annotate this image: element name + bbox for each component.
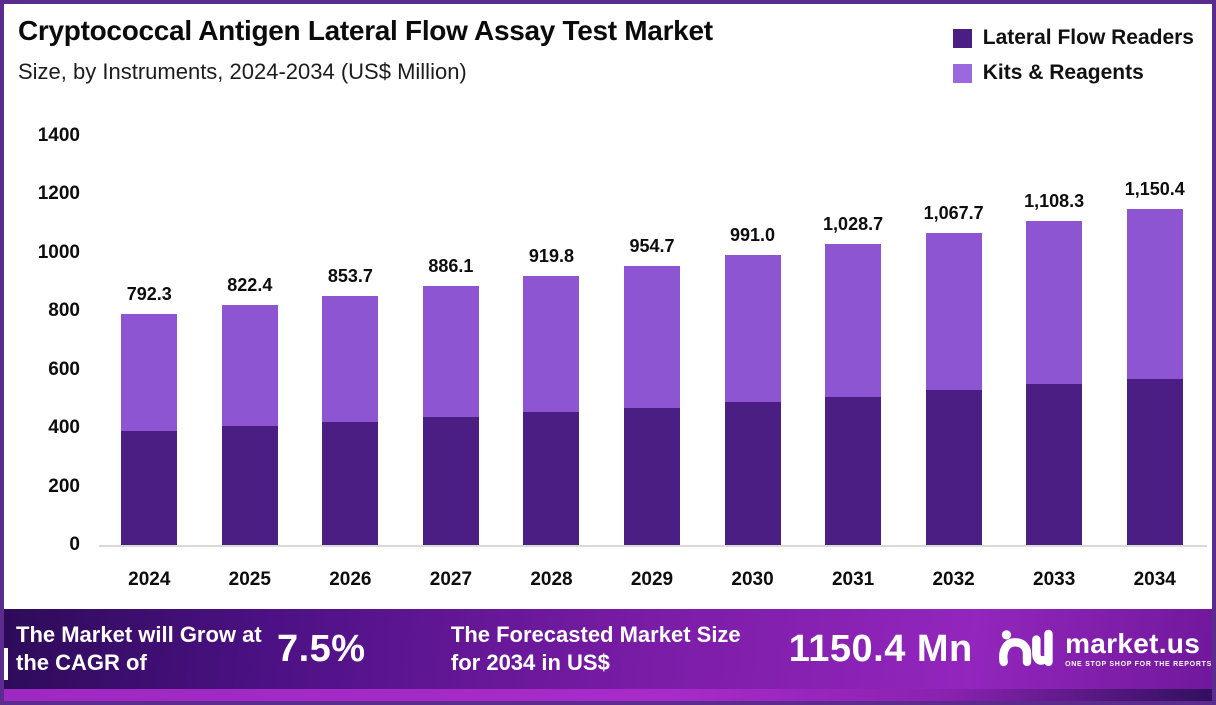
legend-swatch-icon <box>952 28 972 48</box>
x-axis-year-label: 2024 <box>128 569 171 590</box>
y-axis-tick-label: 1200 <box>37 183 80 205</box>
y-axis-tick-label: 400 <box>48 417 80 439</box>
bar-segment-kits-reagents <box>724 255 781 403</box>
bar-segment-lateral-flow-readers <box>825 396 882 545</box>
x-axis-year-label: 2031 <box>831 569 875 590</box>
y-axis-tick-label: 0 <box>69 534 80 555</box>
legend-label: Kits & Reagents <box>982 61 1144 84</box>
bar-segment-lateral-flow-readers <box>221 426 278 545</box>
bar-segment-kits-reagents <box>322 295 379 422</box>
logo-tagline: ONE STOP SHOP FOR THE REPORTS <box>1065 661 1212 668</box>
forecast-value: 1150.4 Mn <box>788 627 973 670</box>
chart-subtitle: Size, by Instruments, 2024-2034 (US$ Mil… <box>18 58 467 84</box>
cagr-value: 7.5% <box>276 627 366 670</box>
bar-segment-lateral-flow-readers <box>322 421 379 545</box>
x-axis-year-label: 2026 <box>329 569 372 590</box>
bar-total-label: 792.3 <box>126 283 172 304</box>
bar-total-label: 1,108.3 <box>1024 191 1085 212</box>
x-axis-year-label: 2027 <box>429 569 473 590</box>
x-axis-year-label: 2028 <box>530 569 573 590</box>
chart-header: Cryptococcal Antigen Lateral Flow Assay … <box>18 15 713 85</box>
x-axis-year-label: 2034 <box>1133 569 1176 590</box>
bar-segment-kits-reagents <box>925 233 982 391</box>
footer-banner: The Market will Grow at the CAGR of 7.5%… <box>4 609 1212 689</box>
left-edge-notch <box>4 648 8 680</box>
x-axis-year-label: 2032 <box>932 569 975 590</box>
legend-label: Lateral Flow Readers <box>982 26 1194 49</box>
legend-swatch-icon <box>952 63 972 83</box>
bar-segment-lateral-flow-readers <box>121 431 178 545</box>
cagr-label: The Market will Grow at the CAGR of <box>16 621 262 675</box>
bar-segment-kits-reagents <box>825 244 882 397</box>
forecast-label: The Forecasted Market Size for 2034 in U… <box>450 621 741 675</box>
bar-segment-lateral-flow-readers <box>925 390 982 545</box>
bar-total-label: 886.1 <box>428 256 474 277</box>
bar-total-label: 954.7 <box>629 236 675 257</box>
page-title: Cryptococcal Antigen Lateral Flow Assay … <box>18 15 713 46</box>
y-axis-tick-label: 1400 <box>37 125 80 146</box>
legend-item: Kits & Reagents <box>952 61 1194 85</box>
bar-segment-kits-reagents <box>121 313 178 432</box>
bar-total-label: 919.8 <box>528 246 574 267</box>
bar-segment-lateral-flow-readers <box>1126 379 1183 545</box>
bar-total-label: 853.7 <box>327 265 373 286</box>
bar-total-label: 1,067.7 <box>923 203 984 224</box>
market-us-logo-icon <box>999 625 1055 674</box>
x-axis-line <box>99 545 1207 547</box>
legend-item: Lateral Flow Readers <box>952 26 1194 50</box>
bar-total-label: 1,150.4 <box>1124 178 1185 199</box>
bar-segment-lateral-flow-readers <box>1026 384 1083 545</box>
chart-legend: Lateral Flow Readers Kits & Reagents <box>952 26 1194 85</box>
bar-segment-kits-reagents <box>1026 221 1083 385</box>
y-axis-tick-label: 1000 <box>37 241 80 263</box>
bar-segment-lateral-flow-readers <box>724 402 781 545</box>
y-axis-tick-label: 800 <box>48 300 80 322</box>
y-axis-tick-label: 200 <box>48 475 80 497</box>
market-us-logo: market.us ONE STOP SHOP FOR THE REPORTS <box>999 625 1212 674</box>
x-axis-year-label: 2030 <box>731 569 774 590</box>
banner-bottom-strip <box>4 689 1212 701</box>
bar-total-label: 1,028.7 <box>823 214 884 235</box>
x-axis-year-label: 2029 <box>630 569 674 590</box>
y-axis-tick-label: 600 <box>48 358 80 380</box>
bar-segment-kits-reagents <box>221 304 278 427</box>
bar-segment-kits-reagents <box>624 266 680 408</box>
bar-total-label: 822.4 <box>227 274 273 295</box>
x-axis-year-label: 2025 <box>228 569 271 590</box>
logo-text: market.us <box>1065 628 1201 659</box>
bar-segment-lateral-flow-readers <box>624 407 680 545</box>
bar-segment-kits-reagents <box>1126 208 1183 380</box>
bar-segment-lateral-flow-readers <box>422 417 479 545</box>
bar-segment-lateral-flow-readers <box>523 412 580 545</box>
bar-segment-kits-reagents <box>523 276 580 413</box>
stacked-bar-chart: 0 200 400 600 800 1000 1200 1400 792.3 2024 822.4 2… <box>4 4 1212 701</box>
bar-total-label: 991.0 <box>730 225 776 246</box>
bar-segment-kits-reagents <box>422 286 479 418</box>
x-axis-year-label: 2033 <box>1033 569 1076 590</box>
